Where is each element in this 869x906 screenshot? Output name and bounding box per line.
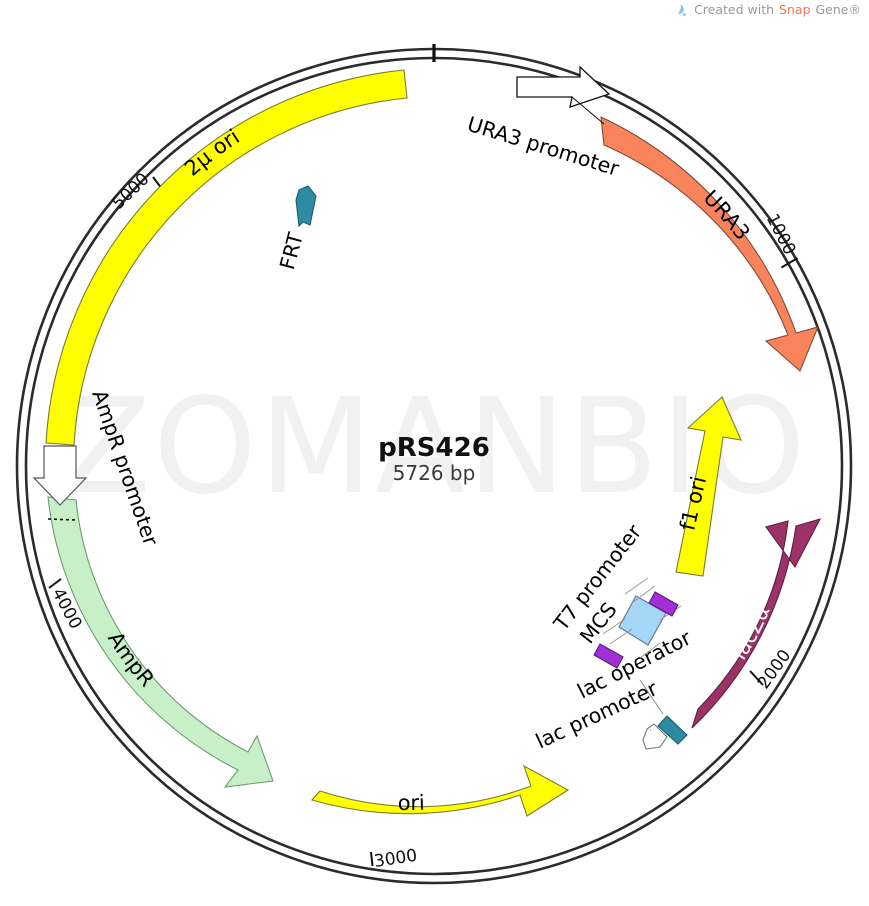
snapgene-brand-snap: Snap xyxy=(779,2,811,17)
feature-ura3-label: URA3 xyxy=(699,185,755,244)
feature-lacz-alpha-label: lacZα xyxy=(727,602,775,664)
feature-ori[interactable]: ori xyxy=(311,764,570,817)
watermark-text: ZOMANBIO xyxy=(61,370,808,524)
snapgene-logo-icon xyxy=(677,3,686,16)
tick-3000-label: 3000 xyxy=(373,846,419,872)
ampr-signal-peptide-divider xyxy=(47,518,77,521)
created-with-text: Created with xyxy=(694,2,775,17)
snapgene-brand-gene: Gene® xyxy=(815,2,862,17)
feature-frt-label: FRT xyxy=(275,230,308,272)
feature-lacz-alpha[interactable]: lacZα xyxy=(691,518,822,729)
feature-ori-label: ori xyxy=(398,791,426,815)
plasmid-name: pRS426 xyxy=(378,433,490,463)
feature-frt[interactable]: FRT xyxy=(275,185,317,272)
feature-ura3-promoter-label: URA3 promoter xyxy=(465,112,623,181)
feature-ura3-promoter[interactable]: URA3 promoter xyxy=(465,65,623,181)
snapgene-attribution: Created with Snap Gene® xyxy=(675,2,861,17)
feature-f1-ori[interactable]: f1 ori xyxy=(675,396,742,577)
tick-1000-label: 1000 xyxy=(762,211,800,259)
tick-1000: 1000 xyxy=(762,211,800,269)
plasmid-length: 5726 bp xyxy=(393,461,476,485)
tick-3000: 3000 xyxy=(370,846,419,872)
